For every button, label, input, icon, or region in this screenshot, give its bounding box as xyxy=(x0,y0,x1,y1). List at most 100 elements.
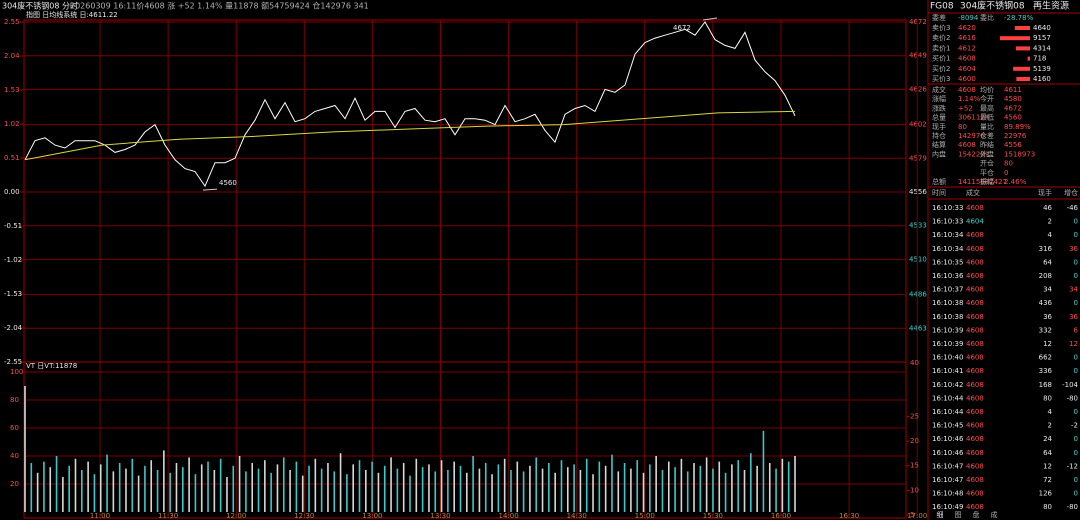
volume-bar xyxy=(604,465,607,512)
volume-bar xyxy=(81,470,83,512)
volume-bar xyxy=(24,386,26,512)
table-cell: 4608 xyxy=(966,299,984,307)
annotation: 4672 xyxy=(673,24,691,32)
volume-bar xyxy=(169,472,171,512)
volume-bar xyxy=(175,463,178,512)
volume-bar xyxy=(466,472,468,512)
table-cell: 4608 xyxy=(966,490,984,498)
y-tick-label: 80 xyxy=(10,396,19,404)
volume-bar xyxy=(712,468,714,512)
table-cell: -46 xyxy=(1067,204,1079,212)
volume-bar xyxy=(409,475,411,512)
stat-cell: 现手 xyxy=(932,122,946,131)
book-price: 4620 xyxy=(958,24,976,32)
book-price: 4600 xyxy=(958,75,976,83)
volume-bar xyxy=(503,458,506,512)
stat-cell: 4556 xyxy=(1004,141,1022,149)
table-cell: 16:10:41 xyxy=(932,367,963,375)
table-cell: 64 xyxy=(1043,258,1052,266)
annotation: 4560 xyxy=(219,179,237,187)
table-cell: 4604 xyxy=(966,218,984,226)
x-tick-label: 13:30 xyxy=(430,512,450,520)
table-cell: 208 xyxy=(1039,272,1052,280)
y2-top-label: 40 xyxy=(910,359,919,367)
volume-bar xyxy=(762,430,765,512)
table-cell: 36 xyxy=(1043,313,1052,321)
plot-frame xyxy=(23,19,907,519)
stat-cell: 量比 xyxy=(980,122,994,131)
y-tick-label: 4463 xyxy=(909,324,927,332)
panel-tab[interactable]: 图 xyxy=(955,511,962,519)
volume-bar xyxy=(282,457,285,512)
y-tick-label: 100 xyxy=(10,368,23,376)
stat-cell: 2.46% xyxy=(1004,178,1027,186)
stat-cell: 4560 xyxy=(1004,114,1022,122)
volume-bar xyxy=(478,468,481,512)
stat-cell: 142976 xyxy=(958,132,985,140)
stat-cell: 开仓 xyxy=(980,159,994,168)
volume-bar xyxy=(365,470,367,512)
table-cell: 662 xyxy=(1039,354,1052,362)
volume-bar xyxy=(43,461,45,512)
volume-bar xyxy=(371,461,373,512)
stat-cell: 最低 xyxy=(980,113,994,122)
table-cell: 4608 xyxy=(966,408,984,416)
y2-tick-label: 0.51 xyxy=(4,154,20,162)
volume-bar xyxy=(377,472,380,512)
stat-cell: 总额 xyxy=(932,177,946,186)
volume-bar xyxy=(163,450,165,512)
annotation-leader xyxy=(702,17,718,21)
volume-bar xyxy=(257,468,260,512)
stat-cell: 成交 xyxy=(932,85,946,94)
table-cell: 12 xyxy=(1043,462,1052,470)
volume-bar xyxy=(346,474,348,512)
volume-bar xyxy=(686,471,689,512)
book-price: 4604 xyxy=(958,65,976,73)
x-tick-label: 12:30 xyxy=(294,512,314,520)
volume-bar xyxy=(251,463,254,512)
volume-bar xyxy=(396,468,399,512)
table-cell: 0 xyxy=(1074,449,1078,457)
table-cell: 0 xyxy=(1074,231,1078,239)
table-cell: 0 xyxy=(1074,476,1078,484)
book-volume-bar xyxy=(1013,66,1030,71)
volume-bar xyxy=(87,461,89,512)
volume-bar xyxy=(787,461,790,512)
table-cell: 36 xyxy=(1069,245,1078,253)
volume-bar xyxy=(630,468,632,512)
table-cell: 16:10:44 xyxy=(932,408,964,416)
table-header: 现手 xyxy=(1038,188,1052,197)
volume-bar xyxy=(699,465,702,512)
volume-bar xyxy=(434,471,437,512)
book-label: 卖价1 xyxy=(932,44,950,52)
table-cell: 0 xyxy=(1074,354,1078,362)
table-cell: 4608 xyxy=(966,422,984,430)
table-cell: 4608 xyxy=(966,462,984,470)
table-cell: 332 xyxy=(1039,326,1052,334)
table-cell: 4608 xyxy=(966,313,984,321)
y2-tick-label: 15 xyxy=(910,462,919,470)
volume-bar xyxy=(49,467,52,512)
volume-bar xyxy=(510,470,512,512)
volume-bar xyxy=(459,465,462,512)
panel-tab[interactable]: 细 xyxy=(937,510,944,519)
panel-title: FG08 xyxy=(930,2,954,12)
panel-tab[interactable]: 盘 xyxy=(973,510,980,519)
y2-tick-label: -0.51 xyxy=(4,222,22,230)
spread-cell: 委差 xyxy=(932,13,946,22)
panel-tab[interactable]: 成 xyxy=(991,510,998,519)
volume-bar xyxy=(667,461,670,512)
book-volume: 718 xyxy=(1033,55,1046,63)
volume-bar xyxy=(548,463,550,512)
volume-bar xyxy=(794,456,796,512)
volume-bar xyxy=(649,464,651,512)
stat-cell: 1.14% xyxy=(958,95,981,103)
volume-bar xyxy=(693,463,695,512)
volume-bar xyxy=(137,475,140,512)
volume-bar xyxy=(358,460,361,512)
volume-bar xyxy=(566,467,569,512)
table-cell: 4608 xyxy=(966,476,984,484)
table-cell: 4608 xyxy=(966,245,984,253)
volume-bar xyxy=(705,457,708,512)
